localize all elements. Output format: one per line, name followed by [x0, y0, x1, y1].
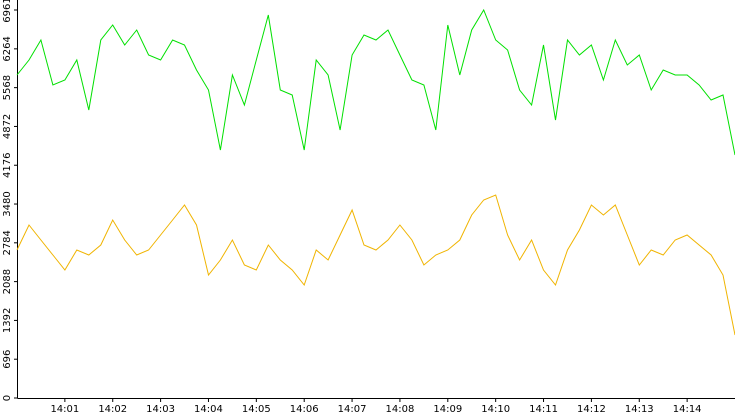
x-tick-label: 14:04 — [194, 404, 223, 415]
y-tick-label: 2088 — [2, 269, 13, 294]
x-tick-label: 14:13 — [625, 404, 654, 415]
y-tick-label: 1392 — [2, 308, 13, 333]
x-tick-label: 14:11 — [529, 404, 558, 415]
y-tick-label: 4872 — [2, 114, 13, 139]
x-tick-label: 14:02 — [98, 404, 127, 415]
y-tick-label: 696 — [2, 350, 13, 369]
y-tick-label: 6961 — [2, 0, 13, 23]
y-tick-label: 6264 — [2, 36, 13, 61]
series-line — [16, 8, 735, 156]
x-tick-label: 14:12 — [577, 404, 606, 415]
y-tick-label: 4176 — [2, 153, 13, 178]
x-tick-label: 14:09 — [433, 404, 462, 415]
x-tick-label: 14:06 — [290, 404, 319, 415]
x-tick-label: 14:07 — [338, 404, 367, 415]
y-tick-label: 0 — [2, 395, 13, 401]
series-line — [16, 194, 735, 336]
y-tick-label: 3480 — [2, 191, 13, 216]
y-tick-label: 2784 — [2, 230, 13, 255]
x-tick-label: 14:05 — [242, 404, 271, 415]
x-tick-label: 14:10 — [481, 404, 510, 415]
x-tick-label: 14:01 — [50, 404, 79, 415]
y-tick-label: 5568 — [2, 75, 13, 100]
x-tick-label: 14:03 — [146, 404, 175, 415]
x-tick-label: 14:14 — [673, 404, 702, 415]
x-tick-label: 14:08 — [386, 404, 415, 415]
